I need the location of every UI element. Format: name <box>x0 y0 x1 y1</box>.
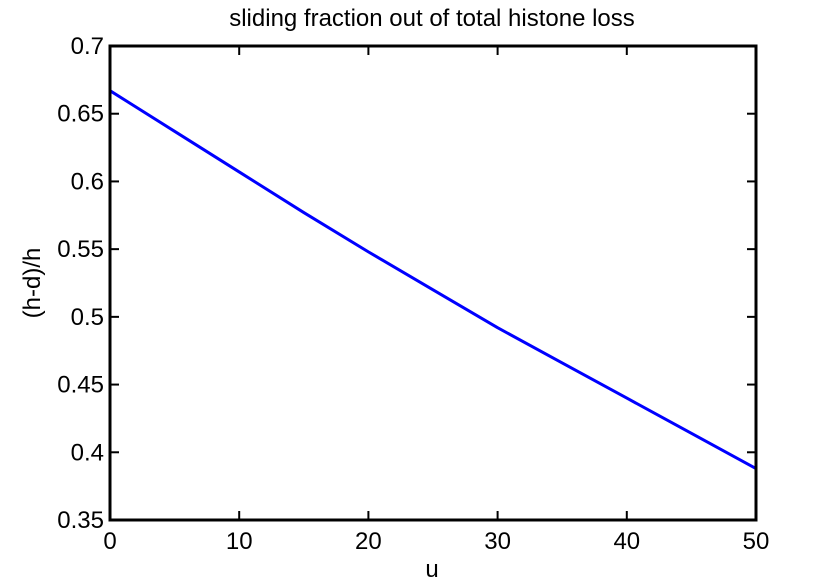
y-tick-label: 0.4 <box>71 439 104 466</box>
y-axis-label: (h-d)/h <box>19 248 46 319</box>
x-tick-label: 30 <box>484 528 511 555</box>
y-tick-label: 0.5 <box>71 304 104 331</box>
y-axis: 0.35 0.4 0.45 0.5 0.55 0.6 0.65 0.7 <box>57 33 756 534</box>
y-tick-label: 0.7 <box>71 33 104 60</box>
x-axis-label: u <box>425 556 438 583</box>
y-tick-label: 0.65 <box>57 101 104 128</box>
x-tick-label: 20 <box>355 528 382 555</box>
x-tick-label: 10 <box>226 528 253 555</box>
x-tick-label: 40 <box>613 528 640 555</box>
plot-area <box>110 46 756 520</box>
x-tick-label: 0 <box>103 528 116 555</box>
plot-frame <box>108 44 758 522</box>
chart-title: sliding fraction out of total histone lo… <box>229 5 635 32</box>
x-axis: 0 10 20 30 40 50 <box>103 46 769 555</box>
series-line <box>109 89 757 470</box>
y-tick-label: 0.45 <box>57 372 104 399</box>
series-layer <box>109 89 757 470</box>
y-tick-label: 0.35 <box>57 507 104 534</box>
y-tick-label: 0.55 <box>57 236 104 263</box>
x-tick-label: 50 <box>743 528 770 555</box>
y-tick-label: 0.6 <box>71 168 104 195</box>
